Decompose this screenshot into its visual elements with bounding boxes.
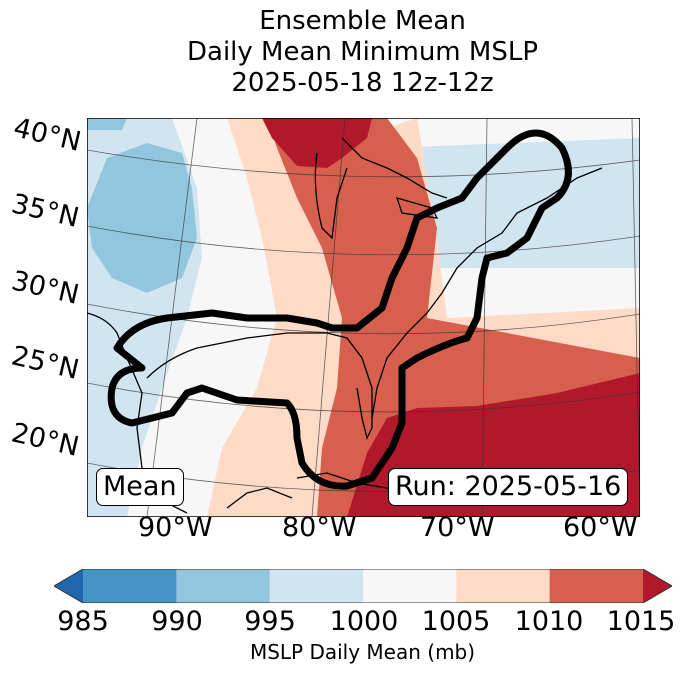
colorbar-extend-high xyxy=(643,569,672,603)
lon-label-60w: 60°W xyxy=(563,512,638,543)
field-990-995-west xyxy=(87,143,197,293)
mslp-map xyxy=(87,118,640,517)
lon-label-90w: 90°W xyxy=(138,512,213,543)
colorbar-bin-1005-1010 xyxy=(456,569,551,603)
run-date-label: Run: 2025-05-16 xyxy=(388,468,629,506)
mean-label: Mean xyxy=(96,468,184,506)
lat-label-40: 40°N xyxy=(10,112,84,158)
colorbar-tick-1005: 1005 xyxy=(421,606,491,637)
colorbar-tick-985: 985 xyxy=(57,606,109,637)
colorbar-bin-1010-1015 xyxy=(549,569,644,603)
colorbar xyxy=(54,569,672,603)
colorbar-bin-1000-1005 xyxy=(363,569,457,603)
lon-label-70w: 70°W xyxy=(420,512,495,543)
field-above-1015-north xyxy=(262,118,372,168)
field-990-995-topleft xyxy=(87,118,127,130)
lon-label-80w: 80°W xyxy=(282,512,357,543)
colorbar-tick-1000: 1000 xyxy=(329,606,399,637)
threshold-contour xyxy=(107,129,572,490)
title-line-2: Daily Mean Minimum MSLP xyxy=(186,37,538,67)
title-line-3: 2025-05-18 12z-12z xyxy=(231,68,494,98)
lat-label-30: 30°N xyxy=(8,265,82,311)
title-line-1: Ensemble Mean xyxy=(259,6,466,36)
colorbar-extend-low xyxy=(54,569,83,603)
colorbar-bin-985-990 xyxy=(83,569,177,603)
colorbar-tick-1015: 1015 xyxy=(606,606,676,637)
colorbar-label: MSLP Daily Mean (mb) xyxy=(249,640,476,664)
colorbar-bin-990-995 xyxy=(176,569,271,603)
coastlines xyxy=(87,137,603,514)
lat-label-25: 25°N xyxy=(8,340,82,386)
colorbar-tick-1010: 1010 xyxy=(514,606,584,637)
lat-label-35: 35°N xyxy=(8,188,82,234)
colorbar-tick-995: 995 xyxy=(244,606,296,637)
lat-label-20: 20°N xyxy=(8,417,82,463)
colorbar-tick-990: 990 xyxy=(151,606,203,637)
field-1000-1005-north xyxy=(377,118,640,148)
colorbar-bin-995-1000 xyxy=(269,569,364,603)
